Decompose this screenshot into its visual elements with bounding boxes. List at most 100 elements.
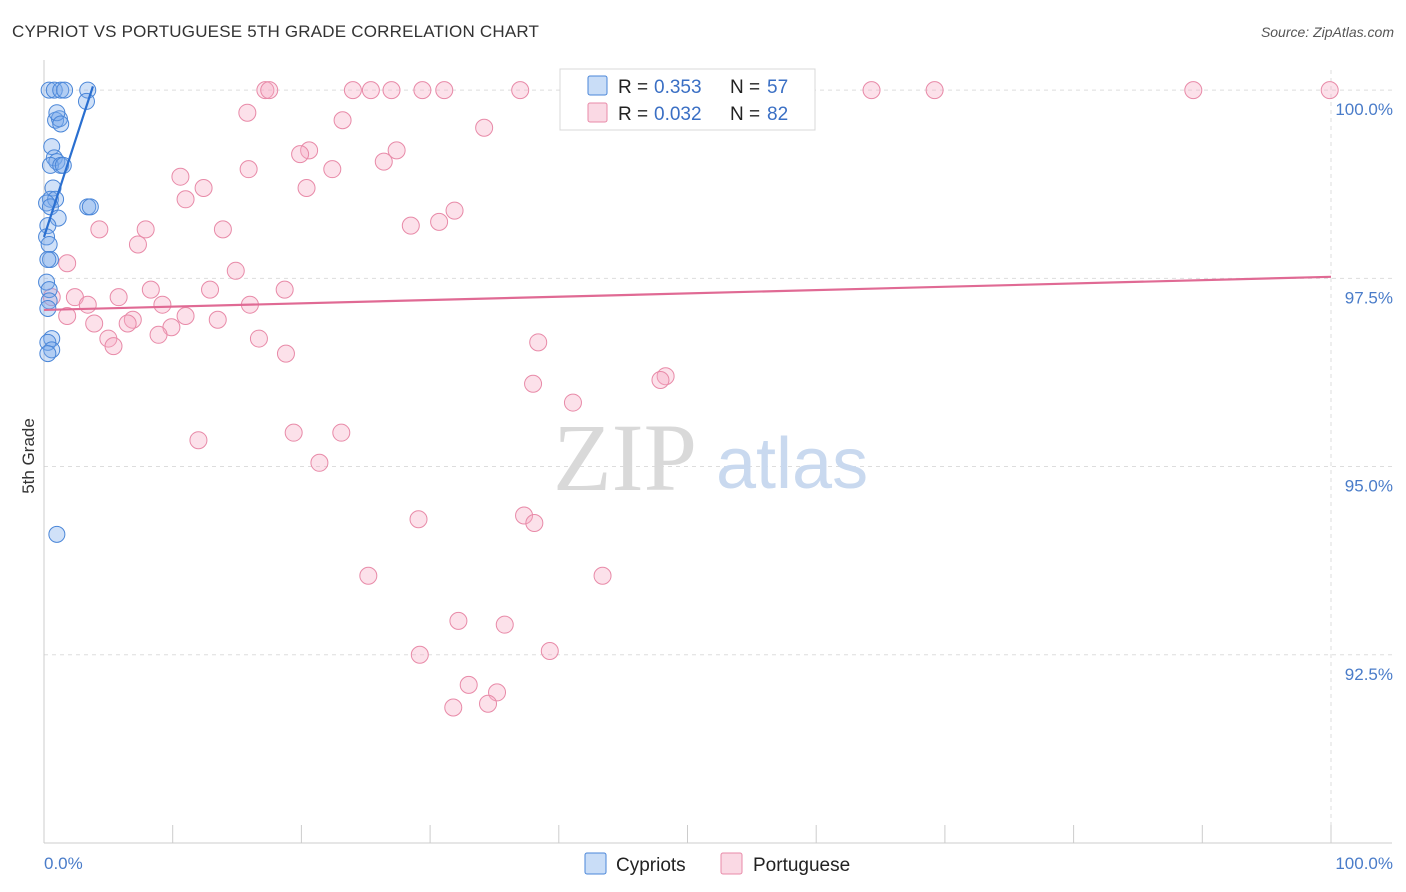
portuguese-point [297, 178, 316, 197]
portuguese-point [449, 611, 468, 630]
legend-swatch-portuguese [587, 102, 608, 123]
portuguese-point [540, 642, 559, 661]
portuguese-point [256, 81, 275, 100]
cypriot-point [39, 345, 57, 363]
portuguese-point [284, 423, 303, 442]
x-tick-label-max: 100.0% [1335, 854, 1393, 873]
portuguese-point [128, 235, 147, 254]
portuguese-point [387, 141, 406, 160]
portuguese-point [1320, 81, 1339, 100]
y-tick-label: 92.5% [1345, 665, 1393, 684]
portuguese-point [300, 141, 319, 160]
y-tick-labels: 92.5% 95.0% 97.5% 100.0% [1335, 100, 1393, 684]
cypriot-point [54, 156, 72, 174]
legend-r-label-portuguese: R = [618, 104, 648, 125]
portuguese-point [85, 314, 104, 333]
portuguese-point [525, 514, 544, 533]
portuguese-point [593, 566, 612, 585]
x-tick-labels: 0.0% 100.0% [44, 854, 1393, 873]
portuguese-point [445, 201, 464, 220]
portuguese-point [310, 453, 329, 472]
portuguese-point [149, 325, 168, 344]
portuguese-point [359, 566, 378, 585]
series-legend: Cypriots Portuguese [584, 852, 850, 876]
portuguese-point [141, 280, 160, 299]
legend-n-label-cypriots: N = [730, 77, 760, 98]
watermark-zip: ZIP [553, 404, 697, 511]
axes [43, 60, 1392, 844]
portuguese-point [413, 81, 432, 100]
portuguese-point [291, 145, 310, 164]
portuguese-point [238, 103, 257, 122]
trend-lines [42, 86, 1332, 312]
portuguese-point [524, 374, 543, 393]
portuguese-point [495, 615, 514, 634]
portuguese-point [343, 81, 362, 100]
portuguese-point [58, 306, 77, 325]
y-tick-label: 97.5% [1345, 288, 1393, 307]
portuguese-point [410, 645, 429, 664]
portuguese-point [176, 306, 195, 325]
grid-lines [44, 70, 1392, 843]
legend-n-label-portuguese: N = [730, 104, 760, 125]
cypriot-point [39, 251, 57, 269]
stats-legend: R = 0.353 N = 57 R = 0.032 N = 82 [559, 68, 816, 131]
portuguese-point [444, 698, 463, 717]
portuguese-trend-line [43, 275, 1332, 312]
portuguese-point [58, 254, 77, 273]
portuguese-point [213, 220, 232, 239]
portuguese-point [226, 261, 245, 280]
portuguese-point [176, 190, 195, 209]
portuguese-point [430, 212, 449, 231]
y-tick-label: 95.0% [1345, 477, 1393, 496]
portuguese-point [651, 370, 670, 389]
bottom-legend-swatch-cypriots [584, 852, 607, 875]
legend-n-value-cypriots: 57 [767, 77, 788, 98]
portuguese-point [332, 423, 351, 442]
bottom-legend-label-portuguese: Portuguese [753, 855, 850, 876]
portuguese-point [435, 81, 454, 100]
cypriot-point [40, 81, 58, 99]
cypriot-trend-line [42, 86, 94, 238]
portuguese-point [90, 220, 109, 239]
watermark-atlas: atlas [716, 424, 868, 504]
portuguese-point [249, 329, 268, 348]
portuguese-point [459, 675, 478, 694]
portuguese-point [323, 160, 342, 179]
portuguese-point [153, 295, 172, 314]
portuguese-point [479, 694, 498, 713]
portuguese-point [862, 81, 881, 100]
portuguese-point [374, 152, 393, 171]
portuguese-point [104, 337, 123, 356]
portuguese-point [333, 111, 352, 130]
cypriot-point [48, 104, 66, 122]
legend-r-value-cypriots: 0.353 [654, 77, 702, 98]
portuguese-point [201, 280, 220, 299]
legend-swatch-cypriots [587, 75, 608, 96]
bottom-legend-label-cypriots: Cypriots [616, 855, 686, 876]
portuguese-point [136, 220, 155, 239]
portuguese-point [409, 510, 428, 529]
portuguese-point [382, 81, 401, 100]
cypriot-point [40, 235, 58, 253]
legend-r-value-portuguese: 0.032 [654, 104, 702, 125]
cypriot-point [52, 115, 70, 133]
source-label: Source: ZipAtlas.com [1260, 24, 1394, 40]
cypriot-point [56, 81, 74, 99]
y-tick-label: 100.0% [1335, 100, 1393, 119]
portuguese-point [475, 118, 494, 137]
portuguese-point [401, 216, 420, 235]
series-cypriots-points [38, 81, 99, 543]
series-portuguese-points [42, 81, 1339, 717]
legend-r-label-cypriots: R = [618, 77, 648, 98]
portuguese-point [118, 314, 137, 333]
portuguese-point [529, 333, 548, 352]
portuguese-point [109, 288, 128, 307]
portuguese-point [361, 81, 380, 100]
portuguese-point [189, 431, 208, 450]
cypriot-point [43, 138, 61, 156]
chart-title: CYPRIOT VS PORTUGUESE 5TH GRADE CORRELAT… [12, 22, 540, 41]
portuguese-point [194, 178, 213, 197]
legend-n-value-portuguese: 82 [767, 104, 788, 125]
